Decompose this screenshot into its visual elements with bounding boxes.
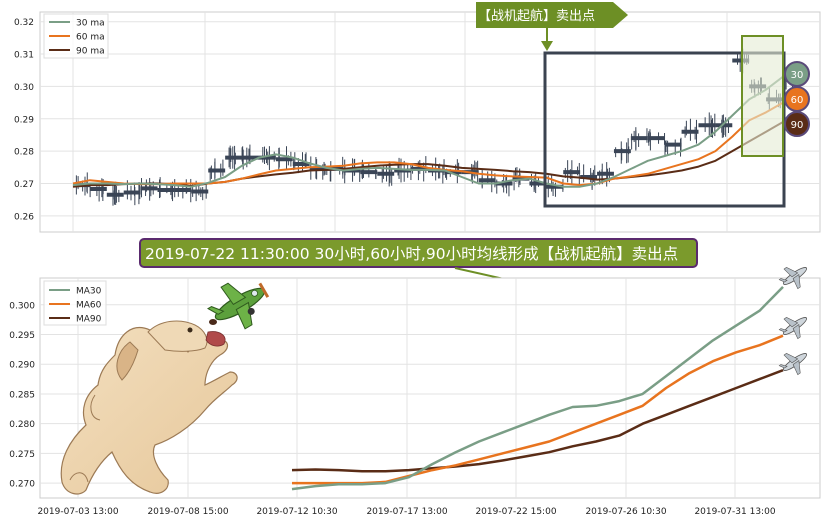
top-legend-ma60: 60 ma [76, 33, 105, 43]
top-line-ma30 [72, 75, 784, 188]
bottom-x-tick-label: 2019-07-08 15:00 [147, 507, 228, 517]
dog-illustration [60, 319, 238, 495]
top-chart: 0.32 0.31 0.30 0.29 0.28 0.27 0.26 30 ma 60 ma… [14, 2, 821, 233]
bottom-x-tick-label: 2019-07-31 13:00 [694, 507, 775, 517]
top-y-tick-labels: 0.32 0.31 0.30 0.29 0.28 0.27 0.26 [14, 18, 34, 222]
bottom-y-tick-label: 0.280 [9, 420, 35, 430]
signal-caption-text: 2019-07-22 11:30:00 30小时,60小时,90小时均线形成【战… [145, 245, 678, 263]
bottom-line-ma30 [291, 286, 784, 491]
top-y-tick-label: 0.28 [14, 148, 34, 158]
bottom-x-tick-labels: 2019-07-03 13:00 2019-07-08 15:00 2019-07-… [37, 507, 775, 517]
ma60-value-badge: 60 [784, 86, 810, 112]
top-y-tick-label: 0.30 [14, 83, 34, 93]
top-ma-lines [72, 75, 784, 188]
ma90-value-badge: 90 [784, 111, 810, 137]
top-legend-ma90: 90 ma [76, 47, 105, 57]
ma30-value-badge: 30 [784, 61, 810, 87]
bottom-y-tick-label: 0.290 [9, 361, 35, 371]
ma90-badge-text: 90 [791, 120, 804, 131]
price-series [73, 48, 800, 206]
airplane-icon [778, 352, 808, 376]
bottom-y-tick-label: 0.300 [9, 301, 35, 311]
top-line-ma60 [72, 101, 784, 187]
top-signal-banner: 【战机起航】卖出点 [476, 2, 628, 51]
top-banner-text: 【战机起航】卖出点 [478, 8, 595, 24]
top-plot-area [39, 11, 821, 233]
airplane-icon [778, 266, 808, 290]
bottom-legend-ma60: MA60 [76, 301, 102, 311]
top-y-tick-label: 0.29 [14, 115, 34, 125]
bottom-x-tick-label: 2019-07-22 15:00 [475, 507, 556, 517]
top-y-tick-label: 0.32 [14, 18, 34, 28]
bottom-x-tick-label: 2019-07-03 13:00 [37, 507, 118, 517]
bottom-legend: MA30 MA60 MA90 [43, 280, 107, 326]
toy-plane-icon [207, 282, 270, 330]
ma30-badge-text: 30 [791, 70, 804, 81]
signal-caption-banner: 2019-07-22 11:30:00 30小时,60小时,90小时均线形成【战… [139, 238, 698, 288]
top-y-tick-label: 0.26 [14, 212, 34, 222]
bottom-y-tick-labels: 0.300 0.295 0.290 0.285 0.280 0.275 0.270 [9, 301, 35, 489]
bottom-y-tick-label: 0.275 [9, 450, 35, 460]
ma60-badge-text: 60 [791, 95, 804, 106]
bottom-y-tick-label: 0.270 [9, 480, 35, 490]
airplane-icon [778, 316, 808, 340]
bottom-line-ma90 [291, 369, 784, 473]
bottom-y-tick-label: 0.285 [9, 390, 35, 400]
bottom-y-tick-label: 0.295 [9, 331, 35, 341]
top-legend-ma30: 30 ma [76, 19, 105, 29]
bottom-legend-ma30: MA30 [76, 287, 102, 297]
bottom-ma-lines [291, 286, 784, 491]
recent-highlight-box [741, 35, 784, 157]
bottom-x-tick-label: 2019-07-12 10:30 [256, 507, 337, 517]
bottom-chart: 0.300 0.295 0.290 0.285 0.280 0.275 0.270 2019… [9, 266, 821, 517]
top-y-tick-label: 0.31 [14, 51, 34, 61]
bottom-x-tick-label: 2019-07-26 10:30 [585, 507, 666, 517]
top-legend: 30 ma 60 ma 90 ma [43, 13, 109, 59]
bottom-x-tick-label: 2019-07-17 13:00 [366, 507, 447, 517]
top-y-tick-label: 0.27 [14, 180, 34, 190]
bottom-legend-ma90: MA90 [76, 315, 102, 325]
